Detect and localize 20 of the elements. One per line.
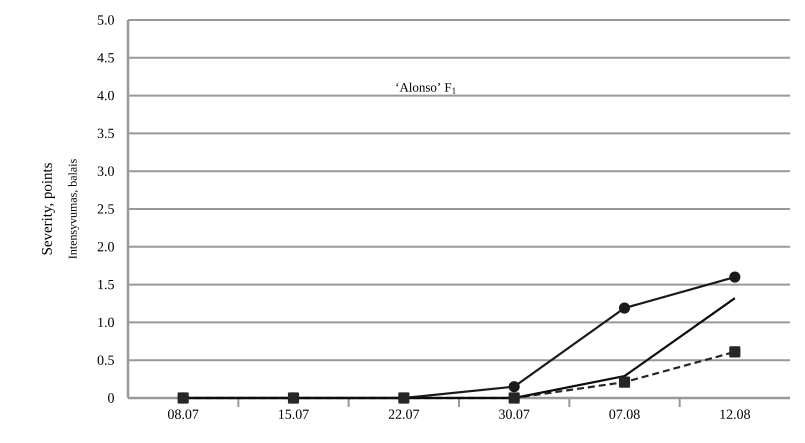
x-tick-label: 07.08 [609,410,640,419]
text: Intensyvumas, balais [68,159,80,259]
y-tick-label: 3.0 [98,166,114,176]
y-tick-label: 4.0 [97,90,114,100]
y-tick-label: 1.5 [98,280,114,290]
y-tick-label: 2.0 [98,242,114,252]
y-axis-title: Severity, points [42,163,55,254]
x-tick-label: 12.08 [720,410,750,419]
x-tick-label: 22.07 [388,410,420,419]
y-tick-label: 5.0 [98,15,114,25]
y-tick-label: 0.5 [98,355,114,365]
x-tick-label: 15.07 [279,410,309,419]
x-tick-label: 30.07 [499,410,530,419]
annotation: ‘Alonso’ F$_{1}$ [396,82,456,94]
y-tick-label: 3.5 [98,128,114,138]
y-tick-label: 0 [108,393,114,403]
y-tick-label: 2.5 [98,204,114,214]
x-tick-label: 08.07 [168,410,198,419]
y-tick-label: 1.0 [98,318,114,328]
y-tick-label: 4.5 [97,53,114,62]
